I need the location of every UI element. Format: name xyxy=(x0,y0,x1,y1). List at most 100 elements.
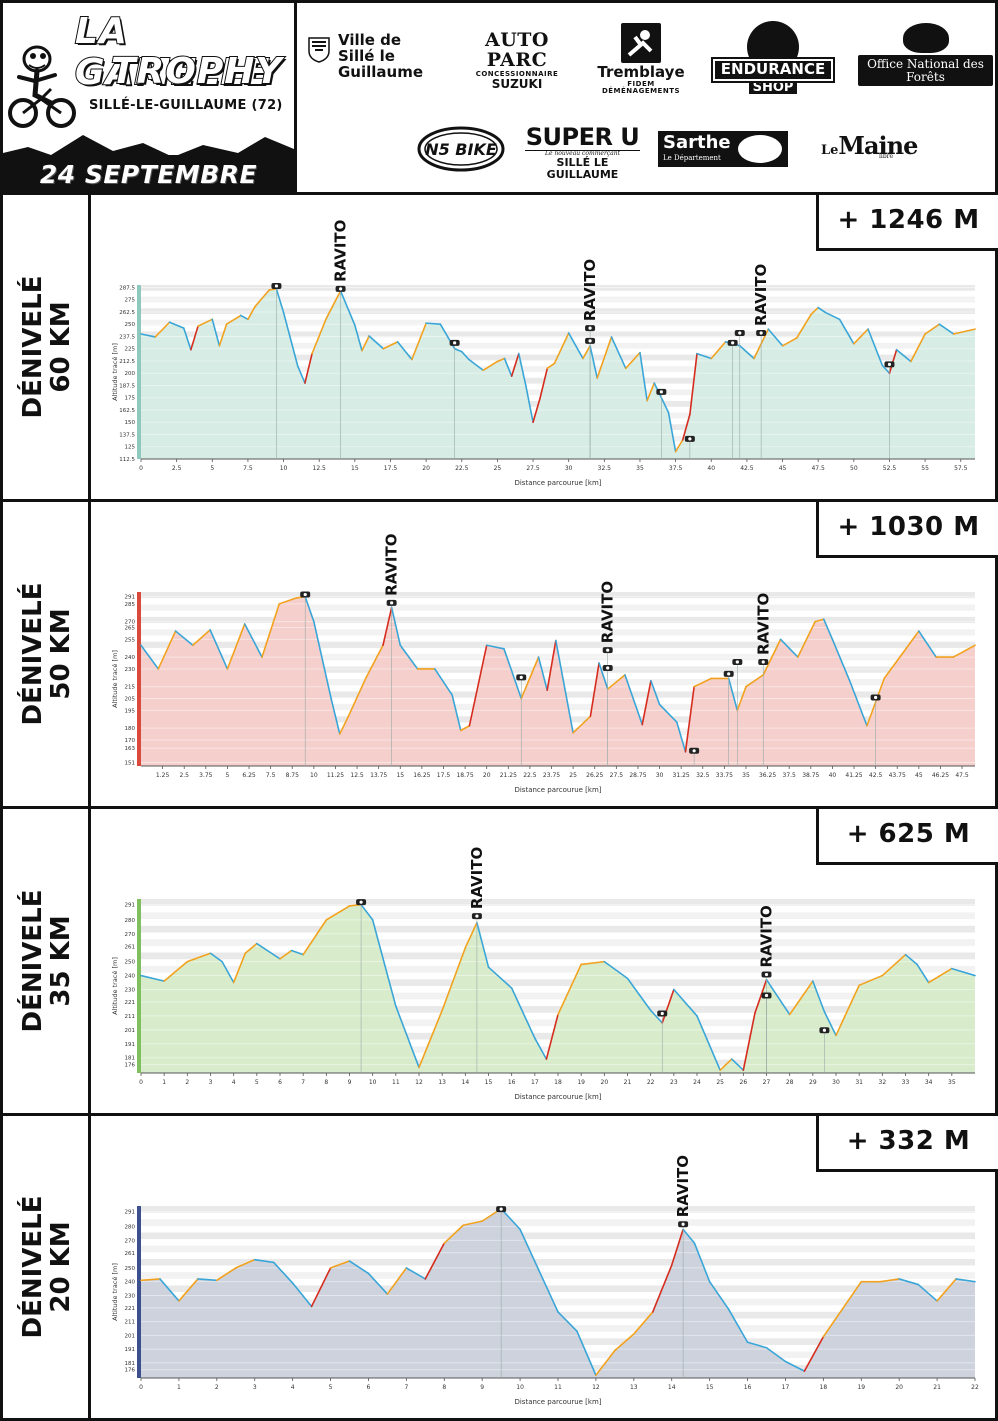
profile-segment xyxy=(534,1037,548,1060)
profile-segment xyxy=(140,1278,161,1282)
profile-segment xyxy=(304,595,315,623)
profile-segment xyxy=(234,1258,256,1269)
camera-icon xyxy=(300,591,311,598)
altitude-scale-bar xyxy=(137,899,141,1073)
x-tick-label: 18 xyxy=(554,1079,562,1086)
elevation-chart-35km: 0 1 2 3 4 5 6 7 8 9 10 11 12 13 14 15 16 17 18 19 20 21 22 23 24… xyxy=(111,847,976,1101)
grid-band xyxy=(141,1258,975,1266)
sponsor-tremblaye: Tremblaye FIDEM DÉMÉNAGEMENTS xyxy=(591,23,691,95)
profile-segment xyxy=(338,715,350,735)
profile-segment xyxy=(682,1228,696,1244)
profile-segment xyxy=(696,1015,721,1072)
profile-segment xyxy=(190,325,199,351)
profile-segment xyxy=(532,396,541,424)
profile-segment xyxy=(290,949,304,956)
lemaine-tag: libre xyxy=(879,153,894,161)
x-tick-label: 25 xyxy=(716,1079,724,1086)
ravito-label: RAVITO xyxy=(383,534,401,596)
profile-segment xyxy=(838,318,855,345)
x-tick-label: 15 xyxy=(351,465,359,472)
event-location: SILLÉ-LE-GUILLAUME (72) xyxy=(89,98,283,113)
y-tick-label: 211 xyxy=(125,1320,136,1326)
profile-segment xyxy=(192,629,211,647)
sponsor-le-maine-libre: LeMaine libre xyxy=(821,131,918,161)
grid-band xyxy=(141,912,975,920)
profile-segment xyxy=(451,694,462,732)
event-title-line2: TROPHY xyxy=(110,50,283,93)
profile-segment xyxy=(405,1267,427,1280)
x-tick-label: 25 xyxy=(569,772,577,779)
profile-segment xyxy=(443,1224,465,1244)
camera-icon xyxy=(516,674,527,681)
y-tick-label: 170 xyxy=(125,738,136,744)
camera-icon xyxy=(761,992,772,999)
profile-segment xyxy=(898,1278,919,1286)
profile-segment xyxy=(424,1242,446,1280)
profile-segment xyxy=(209,629,229,670)
elevation-chart-20km: 0 1 2 3 4 5 6 7 8 9 10 11 12 13 14 15 16 17 18 19 20 21 221761… xyxy=(111,1155,979,1406)
lemaine-name: Maine xyxy=(838,131,918,160)
y-tick-label: 291 xyxy=(125,903,136,909)
profile-segment xyxy=(304,352,313,384)
profile-segment xyxy=(459,724,471,732)
profile-segment xyxy=(272,1261,294,1284)
profile-segment xyxy=(918,630,937,658)
profile-segment xyxy=(881,364,891,375)
profile-segment xyxy=(302,919,328,956)
elevation-area xyxy=(141,596,975,766)
profile-segment xyxy=(795,313,812,339)
x-tick-label: 14 xyxy=(462,1079,470,1086)
x-tick-label: 13 xyxy=(630,1384,638,1391)
profile-segment xyxy=(496,357,506,363)
profile-segment xyxy=(879,1278,900,1283)
camera-icon xyxy=(727,339,738,346)
town-crest-icon xyxy=(308,37,330,63)
profile-segment xyxy=(218,323,228,347)
profile-segment xyxy=(520,656,540,700)
y-tick-label: 240 xyxy=(125,974,136,980)
camera-icon xyxy=(723,670,734,677)
profile-segment xyxy=(464,921,478,949)
x-tick-label: 20 xyxy=(601,1079,609,1086)
x-tick-label: 20 xyxy=(483,772,491,779)
profile-segment xyxy=(517,352,527,387)
ravito-label: RAVITO xyxy=(599,581,617,643)
x-tick-label: 10 xyxy=(369,1079,377,1086)
grid-band xyxy=(141,1219,975,1226)
x-tick-label: 31.25 xyxy=(673,772,690,779)
y-tick-label: 150 xyxy=(125,420,136,426)
side-label-35km: DÉNIVELÉ 35 KM xyxy=(3,809,91,1113)
x-tick-label: 3 xyxy=(253,1384,257,1391)
profile-segment xyxy=(658,703,678,724)
profile-segment xyxy=(580,960,606,966)
x-tick-label: 35 xyxy=(636,465,644,472)
profile-segment xyxy=(140,974,165,982)
profile-segment xyxy=(186,952,212,963)
camera-icon xyxy=(819,1027,830,1034)
profile-segment xyxy=(589,662,600,718)
x-tick-label: 45 xyxy=(915,772,923,779)
side-label-line1: DÉNIVELÉ xyxy=(17,889,48,1033)
x-tick-label: 41.25 xyxy=(845,772,862,779)
x-tick-label: 9 xyxy=(348,1079,352,1086)
onf-label: Office National des Forêts xyxy=(858,55,993,87)
profile-segment xyxy=(667,411,677,453)
profile-segment xyxy=(738,344,755,360)
y-tick-label: 137.5 xyxy=(119,432,135,438)
elevation-gain-35km: + 625 M xyxy=(816,809,998,865)
profile-segment xyxy=(360,903,374,921)
profile-segment xyxy=(883,653,903,680)
elevation-area xyxy=(141,1208,975,1378)
profile-segment xyxy=(453,347,463,353)
profile-segment xyxy=(390,606,402,647)
ravito-marker xyxy=(602,647,613,654)
profile-segment xyxy=(367,1272,389,1295)
profile-segment xyxy=(955,1278,976,1283)
profile-segment xyxy=(361,335,370,352)
grid-band xyxy=(141,1285,975,1292)
grid-band xyxy=(141,1298,975,1306)
profile-segment xyxy=(418,1009,443,1069)
profile-segment xyxy=(596,336,613,379)
camera-icon xyxy=(870,694,881,701)
y-tick-label: 201 xyxy=(125,1028,136,1034)
